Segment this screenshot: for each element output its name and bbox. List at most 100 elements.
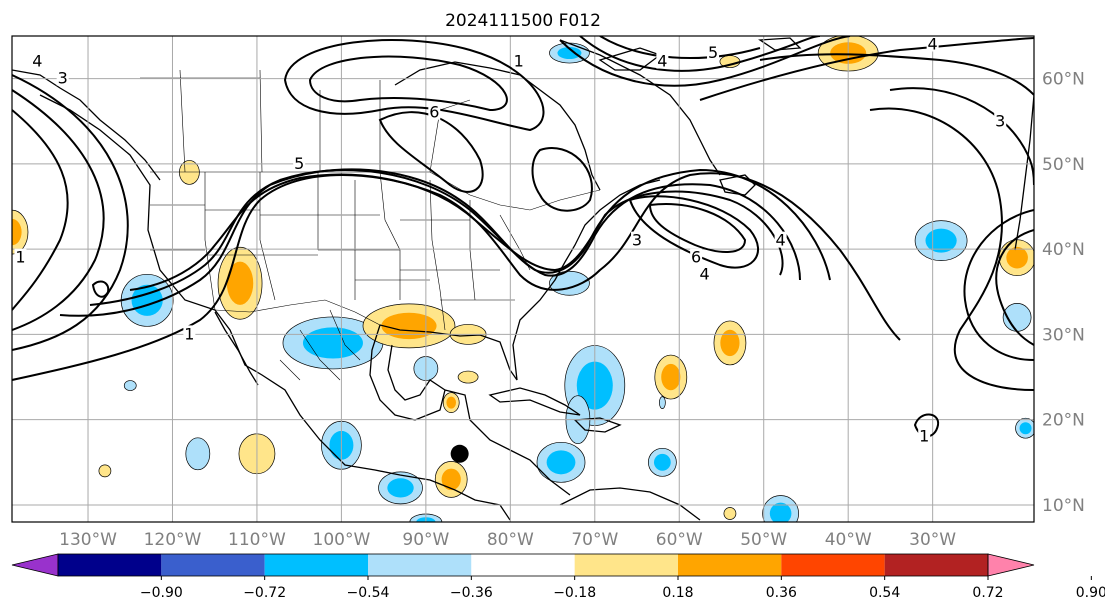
contour-north-atl-2 — [759, 53, 1034, 96]
contour-north-atl-1 — [699, 37, 1034, 101]
colorbar-tick-label: 0.18 — [662, 585, 693, 601]
anomaly-outer-2 — [179, 160, 200, 185]
contour-gulf-high — [531, 147, 593, 212]
lon-label: 100°W — [313, 530, 371, 550]
contour-label: 4 — [657, 52, 667, 71]
contour-label: 3 — [632, 231, 642, 250]
colorbar-segment — [264, 554, 368, 576]
anomaly-inner-33 — [1019, 422, 1032, 435]
figure-title: 2024111500 F012 — [445, 11, 601, 31]
lon-label: 130°W — [59, 530, 117, 550]
colorbar-tick-label: −0.90 — [140, 585, 183, 601]
anomaly-inner-30 — [925, 228, 957, 253]
contour-east-low-1 — [628, 195, 760, 269]
contour-label-bg — [428, 103, 441, 120]
lon-label: 60°W — [656, 530, 703, 550]
colorbar-tick-label: 0.36 — [766, 585, 797, 601]
alaska-coast — [12, 69, 161, 181]
anomaly-outer-10 — [123, 380, 137, 391]
colorbar-segment — [574, 554, 678, 576]
lon-label: 70°W — [571, 530, 618, 550]
anomaly-inner-14 — [441, 468, 461, 491]
contour-label: 4 — [700, 265, 710, 284]
contour-main-4 — [129, 173, 784, 291]
contour-label-bg — [707, 44, 720, 61]
contour-label: 4 — [776, 231, 786, 250]
anomaly-inner-3 — [12, 218, 22, 246]
newfoundland-coast — [719, 174, 756, 196]
lon-label: 90°W — [402, 530, 449, 550]
us-mexico-border — [214, 299, 381, 326]
contour-east-low-2 — [648, 203, 747, 253]
contour-label-bg — [698, 265, 711, 282]
colorbar-tick-label: 0.72 — [972, 585, 1003, 601]
contour-label: 5 — [708, 43, 718, 62]
contour-label: 3 — [995, 111, 1005, 130]
contour-label: 1 — [184, 324, 194, 343]
contour-label-bg — [293, 154, 306, 171]
anomaly-outer-8 — [457, 370, 479, 384]
colorbar — [11, 553, 1035, 577]
contour-label: 5 — [294, 154, 304, 173]
contour-main-2 — [59, 168, 831, 317]
contour-ne-ridge-2 — [308, 55, 508, 112]
anomaly-inner-31 — [1006, 246, 1028, 269]
contour-greenland-2 — [579, 36, 821, 72]
lon-label: 50°W — [740, 530, 787, 550]
contour-main-3 — [89, 169, 801, 306]
contour-east-atl-3 — [995, 229, 1034, 346]
colorbar-segment — [678, 554, 782, 576]
baja-coast — [214, 311, 259, 386]
europe-africa-coast — [1014, 94, 1034, 251]
central-america-coast — [444, 389, 571, 496]
contour-west-trough-2 — [12, 89, 105, 331]
province-lines — [140, 69, 471, 173]
contour-label: 1 — [919, 427, 929, 446]
contour-label: 3 — [58, 69, 68, 88]
lat-label: 50°N — [1042, 155, 1085, 175]
contour-label: 4 — [928, 35, 938, 54]
contour-label: 1 — [514, 52, 524, 71]
south-america-coast — [559, 487, 701, 521]
colorbar-frame — [57, 553, 989, 577]
colorbar-tick-label: −0.18 — [553, 585, 596, 601]
colorbar-segment — [58, 554, 162, 576]
mexico-gulf-coast — [369, 324, 446, 421]
contour-lines — [12, 36, 1034, 438]
lat-label: 30°N — [1042, 325, 1085, 345]
contour-label-bg — [656, 52, 669, 69]
lat-label: 60°N — [1042, 70, 1085, 90]
colorbar-extend-max — [987, 553, 1035, 577]
anomaly-inner-1 — [226, 261, 254, 305]
anomaly-inner-21 — [720, 329, 740, 357]
anomaly-inner-20 — [661, 363, 681, 391]
storm-center-marker — [450, 444, 469, 463]
coastlines — [12, 37, 1034, 521]
contour-label: 6 — [429, 103, 439, 122]
colorbar-tick-label: 0.54 — [869, 585, 900, 601]
contour-label-bg — [918, 427, 931, 444]
mexico-state-lines — [279, 309, 361, 381]
latitude-labels: 10°N 20°N 30°N 40°N 50°N 60°N — [1042, 70, 1085, 516]
contour-greenland-1 — [559, 36, 851, 87]
contour-label-bg — [631, 231, 644, 248]
anomaly-outer-15 — [185, 437, 211, 471]
colorbar-tick-label: −0.54 — [347, 585, 390, 601]
contour-ne-ridge-1 — [283, 39, 545, 132]
colorbar-tick-label: −0.72 — [243, 585, 286, 601]
state-lines-east — [379, 171, 531, 331]
lon-label: 30°W — [909, 530, 956, 550]
contour-label-bg — [31, 52, 44, 69]
colorbar-segment — [884, 554, 988, 576]
contour-label: 1 — [15, 248, 25, 267]
contour-west-trough-3 — [12, 74, 129, 351]
anomaly-outer-34 — [659, 396, 666, 409]
lon-label: 110°W — [228, 530, 286, 550]
anomaly-inner-23 — [653, 453, 671, 471]
political-borders — [140, 69, 601, 381]
map-frame — [11, 35, 1035, 523]
colorbar-segment — [368, 554, 472, 576]
contour-pacific-small — [91, 280, 110, 298]
